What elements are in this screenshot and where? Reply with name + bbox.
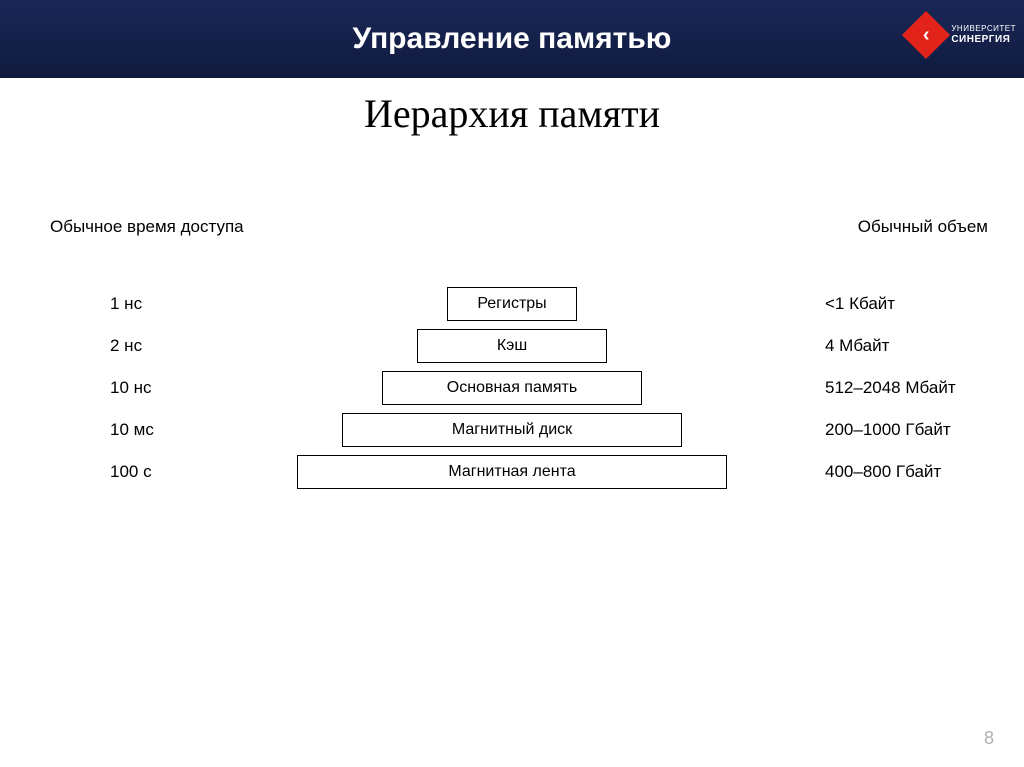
logo-chevron-icon: ‹ [923, 25, 930, 45]
pyramid-row: 10 мс Магнитный диск 200–1000 Гбайт [0, 411, 1024, 449]
capacity-label: <1 Кбайт [825, 294, 895, 314]
logo-line1: УНИВЕРСИТЕТ [951, 24, 1016, 34]
pyramid-row: 1 нс Регистры <1 Кбайт [0, 285, 1024, 323]
logo-diamond-icon: ‹ [902, 11, 950, 59]
access-time-label: 10 нс [110, 378, 152, 398]
pyramid-level-box: Магнитная лента [297, 455, 727, 489]
pyramid-row: 2 нс Кэш 4 Мбайт [0, 327, 1024, 365]
content-area: Иерархия памяти Обычное время доступа Об… [0, 78, 1024, 637]
capacity-label: 4 Мбайт [825, 336, 889, 356]
page-number: 8 [984, 728, 994, 749]
logo: ‹ УНИВЕРСИТЕТ СИНЕРГИЯ [909, 18, 1016, 52]
capacity-label: 200–1000 Гбайт [825, 420, 951, 440]
pyramid-level-box: Кэш [417, 329, 607, 363]
access-time-label: 10 мс [110, 420, 154, 440]
main-title: Иерархия памяти [0, 90, 1024, 137]
capacity-label: 512–2048 Мбайт [825, 378, 956, 398]
access-time-header: Обычное время доступа [50, 217, 244, 237]
access-time-label: 100 с [110, 462, 152, 482]
pyramid-row: 10 нс Основная память 512–2048 Мбайт [0, 369, 1024, 407]
header-title: Управление памятью [353, 22, 672, 56]
header-bar: Управление памятью ‹ УНИВЕРСИТЕТ СИНЕРГИ… [0, 0, 1024, 78]
access-time-label: 2 нс [110, 336, 142, 356]
pyramid-row: 100 с Магнитная лента 400–800 Гбайт [0, 453, 1024, 491]
pyramid-level-box: Регистры [447, 287, 577, 321]
capacity-header: Обычный объем [858, 217, 988, 237]
logo-line2: СИНЕРГИЯ [951, 34, 1016, 46]
pyramid-level-box: Магнитный диск [342, 413, 682, 447]
logo-text: УНИВЕРСИТЕТ СИНЕРГИЯ [951, 24, 1016, 46]
memory-hierarchy-diagram: Обычное время доступа Обычный объем 1 нс… [0, 217, 1024, 637]
access-time-label: 1 нс [110, 294, 142, 314]
capacity-label: 400–800 Гбайт [825, 462, 941, 482]
pyramid-level-box: Основная память [382, 371, 642, 405]
